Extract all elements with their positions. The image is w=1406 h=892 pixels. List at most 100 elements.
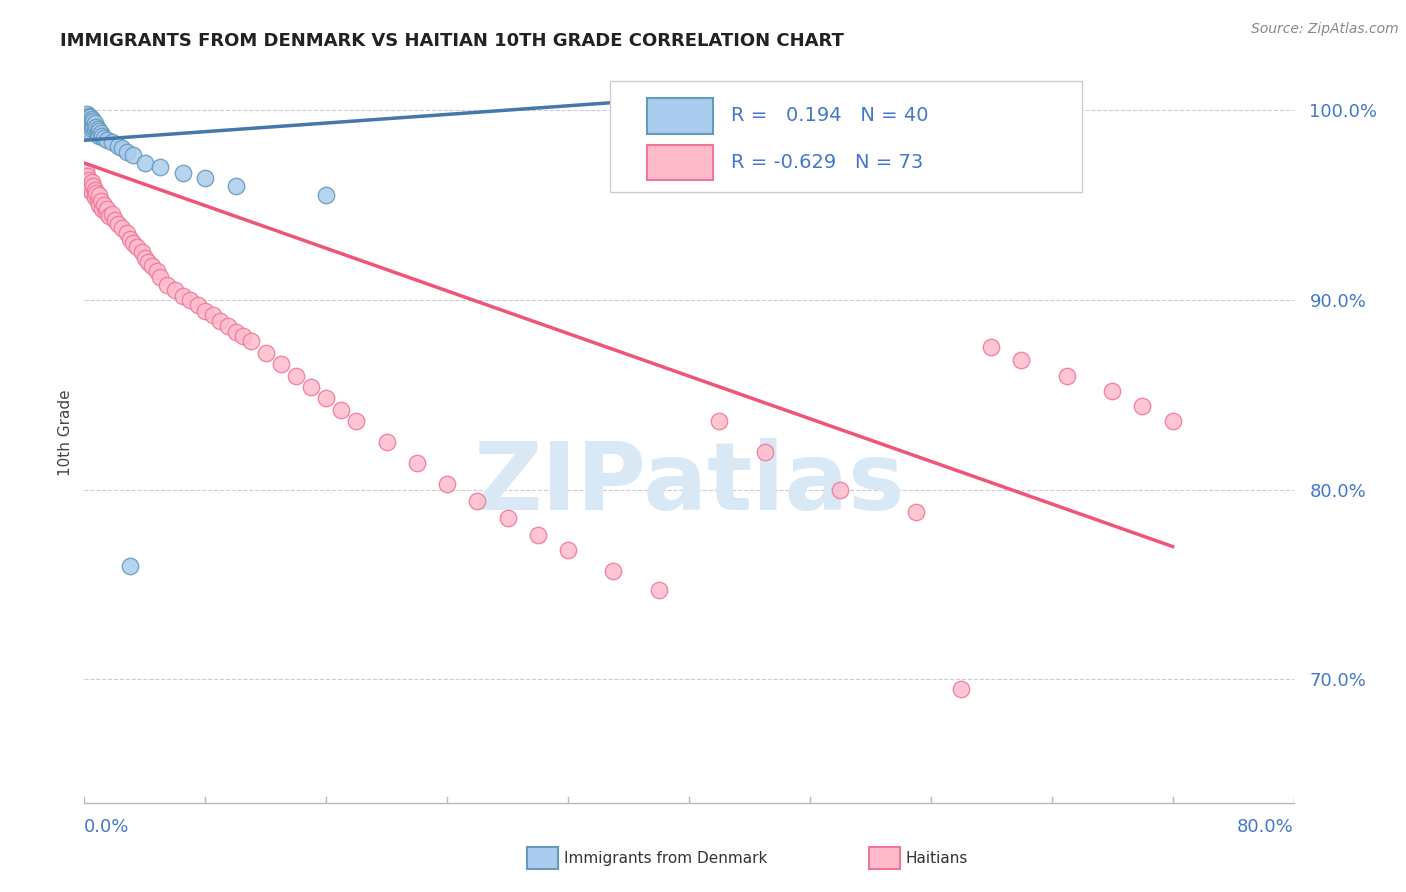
Point: [406, 456, 429, 470]
Point: [75, 163, 97, 178]
Point: [89, 124, 111, 138]
Point: [84, 121, 107, 136]
Text: Haitians: Haitians: [905, 851, 967, 865]
Point: [557, 543, 579, 558]
Point: [156, 277, 179, 292]
Point: [194, 304, 217, 318]
Point: [315, 188, 337, 202]
Point: [80, 175, 103, 189]
Point: [146, 264, 169, 278]
Point: [76, 169, 98, 184]
Point: [648, 583, 671, 598]
Point: [77, 173, 100, 187]
Point: [299, 380, 322, 394]
FancyBboxPatch shape: [647, 145, 713, 180]
Point: [254, 346, 277, 360]
Point: [94, 205, 117, 219]
Y-axis label: 10th Grade: 10th Grade: [58, 389, 73, 476]
Point: [315, 392, 337, 406]
Point: [93, 198, 115, 212]
Point: [104, 213, 127, 227]
Point: [76, 106, 98, 120]
Point: [79, 114, 101, 128]
Point: [527, 528, 550, 542]
Point: [285, 368, 308, 383]
Point: [375, 435, 398, 450]
Point: [96, 202, 118, 216]
Point: [165, 283, 187, 297]
Point: [330, 402, 353, 417]
Point: [77, 116, 100, 130]
Point: [87, 121, 110, 136]
Text: R =   0.194   N = 40: R = 0.194 N = 40: [731, 106, 929, 125]
Point: [149, 269, 172, 284]
Point: [496, 511, 519, 525]
Point: [84, 190, 107, 204]
Point: [172, 289, 194, 303]
Point: [239, 334, 262, 349]
Point: [82, 120, 104, 134]
Point: [90, 126, 112, 140]
Point: [131, 245, 153, 260]
Point: [77, 178, 100, 193]
Point: [107, 217, 129, 231]
Point: [100, 207, 122, 221]
Point: [86, 120, 108, 134]
Point: [172, 165, 194, 179]
Point: [136, 254, 159, 268]
Text: 0.0%: 0.0%: [84, 818, 129, 836]
Point: [194, 171, 217, 186]
Point: [91, 202, 114, 216]
Point: [209, 313, 232, 327]
Point: [1130, 399, 1153, 413]
Point: [225, 325, 247, 339]
Text: IMMIGRANTS FROM DENMARK VS HAITIAN 10TH GRADE CORRELATION CHART: IMMIGRANTS FROM DENMARK VS HAITIAN 10TH …: [60, 32, 844, 50]
Point: [134, 251, 156, 265]
Point: [79, 124, 101, 138]
Point: [121, 148, 143, 162]
Point: [87, 128, 110, 142]
Text: Immigrants from Denmark: Immigrants from Denmark: [564, 851, 768, 865]
Point: [1101, 384, 1123, 398]
Point: [89, 129, 111, 144]
Point: [980, 340, 1002, 354]
Point: [76, 118, 98, 132]
Point: [79, 111, 101, 125]
Point: [115, 227, 138, 241]
Point: [830, 483, 852, 497]
Point: [436, 476, 458, 491]
Point: [225, 178, 247, 193]
Point: [80, 185, 103, 199]
Point: [1056, 368, 1078, 383]
Point: [270, 357, 292, 371]
Point: [77, 120, 100, 134]
Point: [950, 681, 973, 696]
Text: ZIPatlas: ZIPatlas: [474, 439, 904, 531]
Point: [201, 308, 224, 322]
Point: [115, 145, 138, 159]
Point: [77, 109, 100, 123]
Point: [84, 116, 107, 130]
Point: [77, 112, 100, 127]
Point: [904, 505, 927, 519]
Point: [97, 209, 120, 223]
Point: [100, 135, 122, 149]
Point: [127, 239, 149, 253]
Point: [187, 298, 209, 312]
Point: [87, 194, 110, 208]
Point: [80, 121, 103, 136]
Point: [602, 564, 624, 578]
Text: Source: ZipAtlas.com: Source: ZipAtlas.com: [1251, 22, 1399, 37]
Point: [80, 116, 103, 130]
Point: [141, 259, 163, 273]
FancyBboxPatch shape: [610, 81, 1083, 192]
Point: [96, 133, 118, 147]
Point: [82, 178, 104, 193]
FancyBboxPatch shape: [647, 98, 713, 134]
Point: [1011, 353, 1033, 368]
Point: [1161, 414, 1184, 428]
Point: [149, 160, 172, 174]
Point: [111, 141, 134, 155]
Point: [76, 111, 98, 125]
Point: [467, 494, 489, 508]
